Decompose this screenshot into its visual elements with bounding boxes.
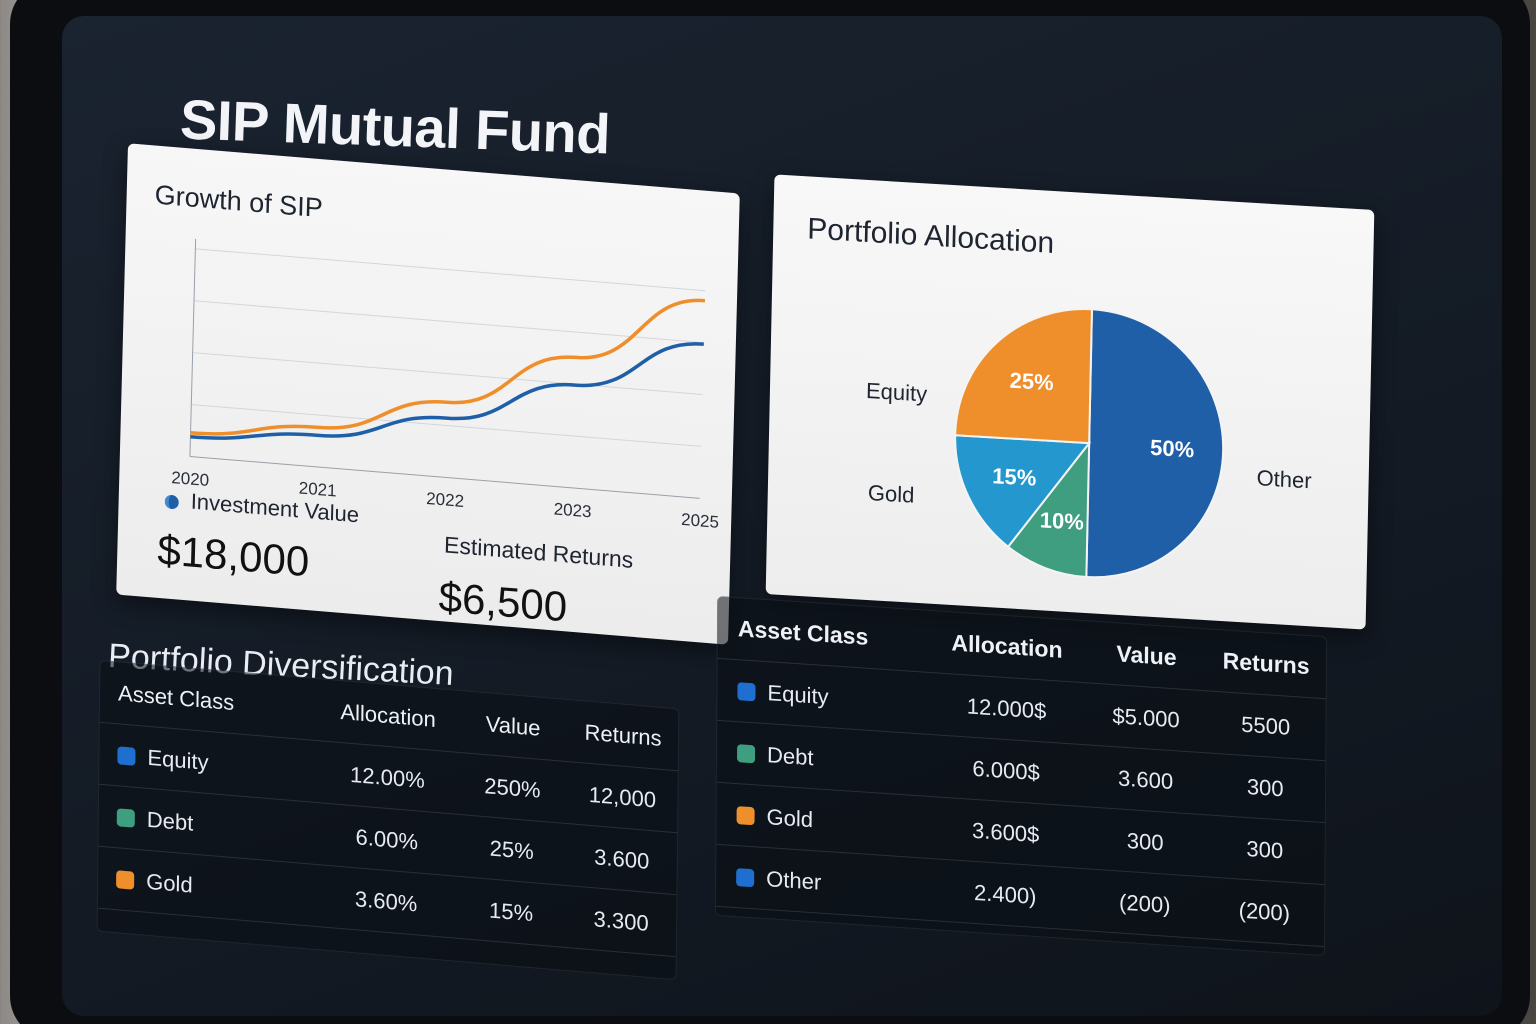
header-value: Value: [1116, 640, 1177, 671]
pie-slice-2: [954, 434, 1092, 549]
asset-swatch-icon: [736, 743, 756, 763]
diversification-table: Asset Class Allocation Value Returns Equ…: [96, 659, 680, 981]
header-asset-class: Asset Class: [117, 679, 235, 715]
allocation-card: Portfolio Allocation 50% 10% 15% 25% Equity…: [765, 174, 1375, 630]
table-body: Equity 12.000$ $5.000 5500 Debt 6.000$ 3.600 30…: [715, 658, 1326, 948]
pie-label-other: Other: [1256, 465, 1312, 494]
pie-slice-1: [1006, 440, 1091, 579]
pie-slice-label: 15%: [992, 463, 1037, 491]
gridline: [192, 352, 703, 396]
asset-swatch-icon: [736, 805, 755, 825]
cell-value: (200): [1119, 889, 1171, 918]
cell-asset-class: Other: [736, 864, 926, 903]
x-tick-label: 2022: [426, 489, 464, 511]
pie-label-equity: Equity: [865, 377, 928, 407]
cell-allocation: 3.60%: [354, 885, 418, 916]
cell-allocation: 6.00%: [355, 823, 419, 855]
cell-returns: 3.300: [593, 905, 649, 936]
asset-name: Equity: [147, 744, 209, 775]
cell-returns: 5500: [1241, 711, 1291, 740]
asset-name: Debt: [146, 806, 194, 836]
estimated-returns-value: $6,500: [438, 572, 568, 631]
cell-asset-class: Gold: [736, 802, 927, 841]
x-tick-label: 2023: [553, 499, 591, 521]
cell-asset-class: Equity: [117, 742, 317, 785]
cell-returns: (200): [1238, 896, 1291, 926]
series-line-0: [190, 298, 705, 436]
pie-slice-label: 50%: [1150, 435, 1195, 463]
dashboard: SIP Mutual Fund Growth of SIP 2020 2021 20…: [62, 16, 1502, 1016]
gridline: [194, 300, 704, 344]
asset-name: Other: [766, 865, 822, 895]
cell-asset-class: Debt: [116, 804, 317, 847]
header-returns: Returns: [1222, 647, 1310, 680]
cell-value: 15%: [488, 896, 534, 926]
cell-value: $5.000: [1112, 702, 1180, 733]
cell-value: 25%: [489, 835, 534, 864]
pie-slice-label: 10%: [1040, 507, 1085, 535]
cell-allocation: 6.000$: [972, 755, 1040, 785]
asset-swatch-icon: [736, 867, 755, 887]
cell-asset-class: Gold: [116, 866, 316, 909]
x-axis: [189, 455, 700, 499]
cell-returns: 300: [1246, 773, 1284, 801]
asset-swatch-icon: [117, 745, 136, 766]
gridline: [195, 248, 706, 292]
allocation-table: Asset Class Allocation Value Returns Equ…: [714, 595, 1328, 957]
asset-swatch-icon: [737, 681, 756, 701]
cell-value: 3.600: [1118, 764, 1174, 794]
pie-label-gold: Gold: [867, 480, 915, 508]
gridline: [191, 404, 702, 447]
cell-returns: 3.600: [594, 843, 650, 874]
asset-swatch-icon: [116, 807, 135, 828]
pie-slice-label: 25%: [1009, 368, 1054, 396]
growth-line-chart: 2020 2021 2022 2023 2025: [171, 238, 719, 532]
header-allocation: Allocation: [340, 698, 436, 732]
asset-name: Gold: [146, 868, 193, 898]
pie-slice-3: [954, 308, 1093, 445]
header-returns: Returns: [584, 718, 662, 751]
header-asset-class: Asset Class: [737, 615, 869, 650]
cell-returns: 12,000: [588, 781, 657, 812]
cell-value: 250%: [484, 772, 541, 803]
y-axis: [189, 238, 197, 457]
header-value: Value: [485, 710, 541, 741]
series-line-1: [190, 342, 704, 440]
asset-swatch-icon: [116, 869, 135, 890]
asset-name: Gold: [766, 803, 814, 832]
cell-asset-class: Debt: [736, 740, 927, 779]
cell-allocation: 2.400): [973, 879, 1037, 909]
cell-allocation: 3.600$: [971, 817, 1040, 847]
x-tick-label: 2021: [299, 478, 337, 500]
asset-name: Debt: [766, 741, 814, 770]
growth-card: Growth of SIP 2020 2021 2022 2023 2025 Inves…: [116, 143, 740, 645]
x-tick-label: 2025: [681, 510, 719, 532]
cell-value: 300: [1126, 827, 1164, 855]
asset-name: Equity: [767, 679, 829, 709]
x-tick-label: 2020: [171, 468, 209, 490]
cell-returns: 300: [1246, 835, 1284, 863]
screen: SIP Mutual Fund Growth of SIP 2020 2021 20…: [62, 16, 1502, 1016]
cell-allocation: 12.00%: [350, 761, 425, 793]
cell-asset-class: Equity: [737, 678, 927, 717]
allocation-pie-chart: 50% 10%15% 25%: [954, 308, 1225, 579]
cell-allocation: 12.000$: [966, 692, 1047, 724]
header-allocation: Allocation: [951, 629, 1063, 663]
pie-slice-0: [1085, 308, 1225, 579]
